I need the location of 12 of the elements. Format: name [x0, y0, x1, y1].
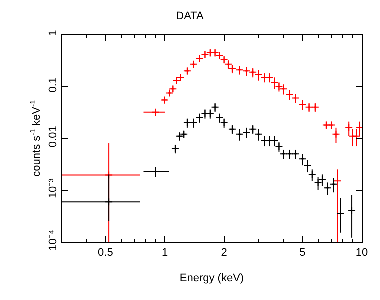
x-tick-label: 2 — [221, 247, 228, 260]
y-tick-label: 0.1 — [48, 77, 60, 93]
x-axis-title: Energy (keV) — [180, 272, 244, 284]
x-tick-label: 1 — [162, 247, 168, 260]
y-tick-label: 1 — [48, 30, 60, 36]
x-tick-label: 10 — [356, 247, 368, 260]
y-tick-label: 0.01 — [48, 126, 60, 148]
x-tick-label: 0.5 — [98, 247, 114, 260]
chart-title: DATA — [176, 10, 205, 23]
y-tick-label: 10⁻³ — [48, 178, 60, 199]
y-tick-label: 10⁻⁴ — [48, 230, 60, 251]
x-tick-label: 5 — [300, 247, 306, 260]
